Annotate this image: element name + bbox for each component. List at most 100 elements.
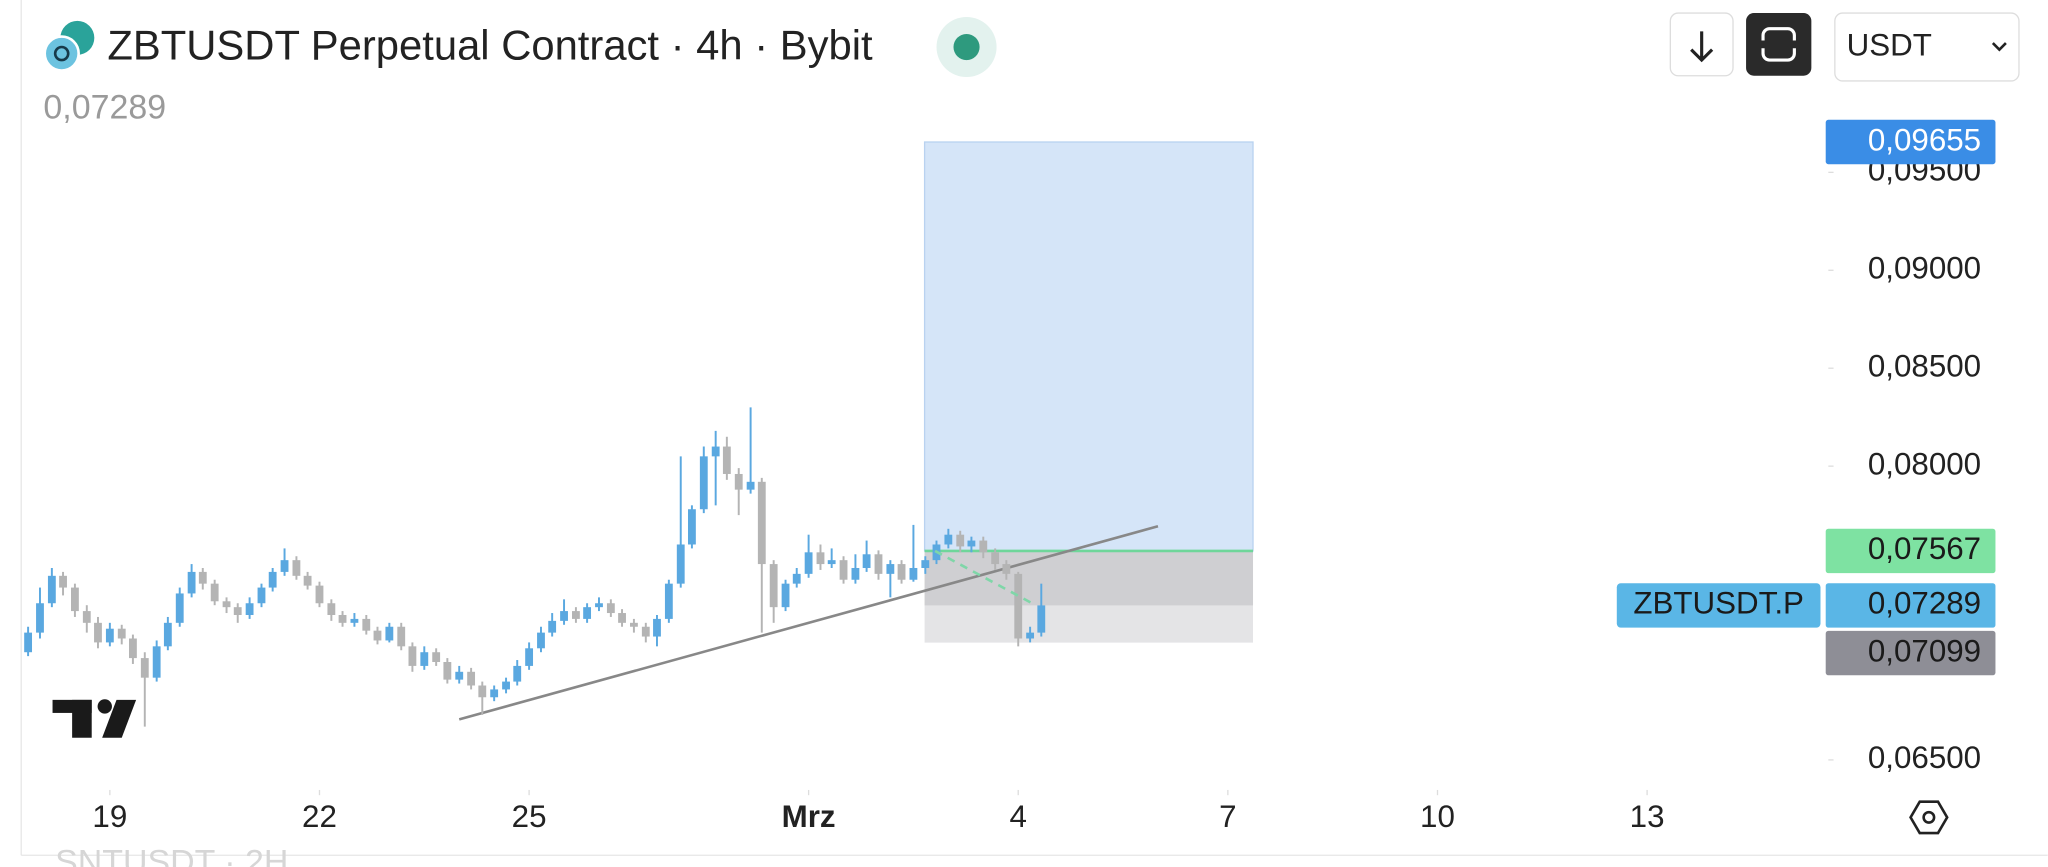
candle-body [350,618,359,623]
candle-body [245,603,254,615]
candle-body [478,685,487,698]
candle-body [362,618,371,631]
candle-body [757,481,766,565]
candle-body [711,446,720,457]
candle-body [979,540,988,553]
candle-body [921,560,930,568]
candle-body [198,571,207,584]
price-tag [1825,630,1996,676]
download-button[interactable] [1669,12,1734,77]
candle-body [94,622,102,643]
price-tag [1825,119,1996,165]
candle-body [117,628,126,639]
candle-body [163,622,172,647]
candle-body [804,552,813,574]
candle-body [630,622,638,627]
y-tick-label: 0,06500 [1868,740,1981,775]
candle-body [722,446,731,474]
candle-body [128,638,137,659]
candle-body [233,607,242,615]
candle-body [210,583,219,602]
candle-body [327,603,336,615]
candle-body [47,575,56,604]
candle-body [583,607,592,619]
candle-body [490,689,499,698]
x-tick-label: Mrz [782,799,836,834]
candle-body [268,571,277,588]
candle-body [385,626,394,641]
candle-body [909,567,918,580]
currency-label: USDT [1847,27,1932,62]
candle-body [373,630,382,641]
candle-body [420,652,429,666]
y-tick-label: 0,08500 [1868,348,1981,383]
y-tick-label: 0,09000 [1868,251,1981,286]
candle-body [397,626,406,647]
candle-body [537,632,545,649]
settings-button[interactable] [1909,800,1949,835]
candle-body [572,611,580,619]
price-tag-label: 0,07099 [1868,633,1981,668]
candle-body [1037,605,1046,633]
candle-body [292,560,301,576]
price-tag-label: 0,09655 [1868,122,1981,157]
price-tag [1825,583,1996,628]
candle-body [851,567,860,580]
candle-body [525,648,534,666]
candle-body [513,665,522,682]
status-dot [953,33,980,61]
candle-body [408,646,417,666]
candle-body [653,618,661,637]
candle-body [1014,573,1023,639]
candle-body [303,575,312,586]
candle-body [105,628,114,643]
chart-title: ZBTUSDT Perpetual Contract · 4h · Bybit [107,21,873,68]
candle-body [699,456,708,510]
last-price: 0,07289 [43,89,166,127]
next-panel-title: SNTUSDT · 2H [55,843,288,867]
candle-body [140,658,149,678]
x-tick-label: 22 [302,799,337,834]
price-tag-label: 0,07567 [1868,531,1981,566]
candle-body [897,564,906,580]
x-tick-label: 4 [1010,799,1027,834]
candle-body [36,603,44,633]
candle-body [152,646,161,678]
candle-body [175,593,184,623]
candle-body [618,613,626,623]
candle-body [1026,632,1035,639]
candle-body [991,552,1000,565]
projection-arrow [934,549,1037,607]
candle-body [687,509,696,545]
tradingview-logo [52,699,137,738]
candle-body [956,534,965,547]
symbol-icon [43,20,95,72]
open-loss [924,550,1254,606]
candle-body [595,603,603,608]
symbol-tag-label: ZBTUSDT.P [1633,586,1804,621]
candle-body [280,560,289,572]
candle-body [222,601,231,608]
candle-body [502,681,510,690]
candle-body [467,671,476,686]
candle-body [746,481,755,490]
profit-zone [923,141,1254,552]
trend-line [458,525,1159,721]
price-tag-label: 0,07289 [1868,586,1981,621]
candle-body [792,573,801,584]
candle-body [827,560,836,565]
fullscreen-button[interactable] [1746,13,1812,76]
candle-body [548,620,557,633]
candle-body [734,473,743,490]
currency-select[interactable]: USDT [1834,12,2020,82]
x-tick-label: 19 [92,799,127,834]
price-tag [1825,528,1996,574]
candle-body [315,585,324,604]
candle-body [839,560,848,580]
y-tick-label: 0,08000 [1868,446,1981,481]
candle-body [560,611,568,621]
candle-body [70,587,79,612]
x-tick-label: 13 [1630,799,1665,834]
